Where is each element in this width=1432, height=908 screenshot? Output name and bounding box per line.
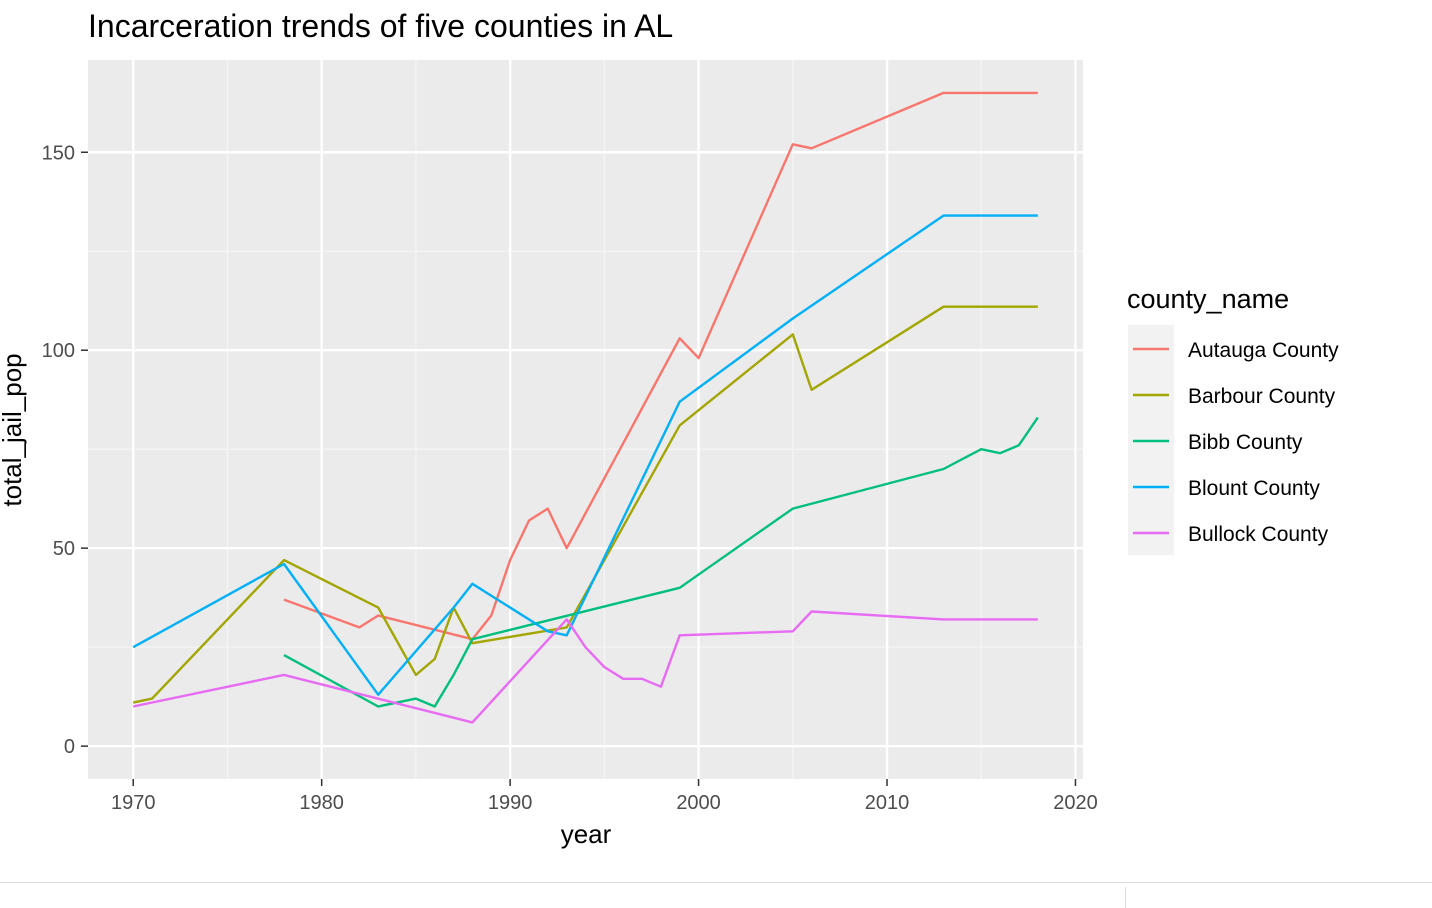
legend-label: Bullock County xyxy=(1188,523,1329,546)
y-axis-title: total_jail_pop xyxy=(0,353,27,506)
x-axis-title: year xyxy=(561,819,612,849)
legend-label: Barbour County xyxy=(1188,385,1336,408)
x-tick-label: 2010 xyxy=(865,792,910,814)
x-tick-label: 1990 xyxy=(488,792,533,814)
plot-panel xyxy=(88,60,1083,779)
y-tick-label: 50 xyxy=(53,538,75,560)
legend-items: Autauga County Barbour County Bibb County B… xyxy=(1133,339,1339,546)
chart-title: Incarceration trends of five counties in… xyxy=(88,8,673,44)
x-tick-label: 1970 xyxy=(111,792,156,814)
footer-divider xyxy=(0,882,1432,883)
footer-split xyxy=(1125,887,1126,908)
x-tick-label: 2000 xyxy=(676,792,721,814)
x-axis: 1970 1980 1990 2000 2010 2020 xyxy=(111,779,1098,814)
x-tick-label: 2020 xyxy=(1053,792,1098,814)
legend-title: county_name xyxy=(1127,284,1289,314)
legend-label: Autauga County xyxy=(1188,339,1339,362)
major-gridlines xyxy=(88,60,1083,779)
x-tick-label: 1980 xyxy=(299,792,344,814)
y-tick-label: 0 xyxy=(64,736,75,758)
y-tick-label: 100 xyxy=(42,340,75,362)
legend-label: Blount County xyxy=(1188,477,1320,500)
y-axis: 0 50 100 150 xyxy=(42,142,88,758)
legend-label: Bibb County xyxy=(1188,431,1303,454)
series-line xyxy=(132,214,1038,696)
series-line xyxy=(283,416,1039,708)
y-tick-label: 150 xyxy=(42,142,75,164)
series-line xyxy=(283,91,1038,641)
series-lines xyxy=(132,91,1039,724)
legend: county_name Autauga County Barbour County… xyxy=(1127,284,1339,555)
series-line xyxy=(132,610,1038,724)
series-line xyxy=(132,305,1038,704)
